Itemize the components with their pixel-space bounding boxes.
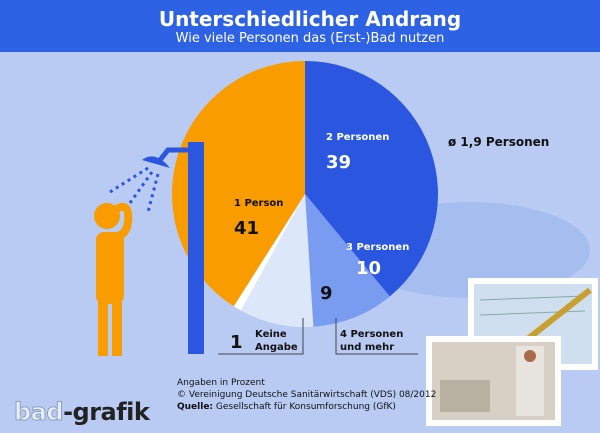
footer-copyright: © Vereinigung Deutsche Sanitärwirtschaft… <box>177 390 437 400</box>
footer-source: Quelle: Gesellschaft für Konsumforschung… <box>177 402 396 412</box>
leader-keine-angabe <box>218 318 304 355</box>
chart-subtitle: Wie viele Personen das (Erst-)Bad nutzen <box>175 31 445 46</box>
slice-label-4-personen: 4 Personen und mehr <box>340 329 404 353</box>
bad-grafik-logo: bad-grafik <box>13 398 150 427</box>
average-annotation: ø 1,9 Personen <box>448 135 550 149</box>
slice-value-keine-angabe: 1 <box>230 332 243 353</box>
pie-slice-4-personen-und-mehr <box>240 194 314 327</box>
slice-label-1-person: 1 Person <box>234 198 284 209</box>
shower-person-icon <box>94 142 204 356</box>
leader-4-personen <box>335 318 418 355</box>
slice-value-3-personen: 10 <box>356 258 382 279</box>
footer-unit: Angaben in Prozent <box>177 378 265 388</box>
pie-slice-2-personen <box>305 61 439 297</box>
pie-slice-1-person <box>171 60 305 307</box>
pie-slice-keine-angabe <box>233 194 305 311</box>
slice-label-keine-angabe: Keine Angabe <box>255 329 298 353</box>
logo-part1: bad <box>13 398 64 427</box>
header: Unterschiedlicher Andrang Wie viele Pers… <box>0 0 600 52</box>
source-text: Gesellschaft für Konsumforschung (GfK) <box>215 402 396 412</box>
photo-bathroom <box>426 336 561 426</box>
source-label: Quelle: <box>177 402 214 412</box>
slice-label-3-personen: 3 Personen <box>346 242 410 253</box>
pie-slice-3-personen <box>305 194 390 327</box>
chart-title: Unterschiedlicher Andrang <box>158 7 462 31</box>
slice-value-1-person: 41 <box>234 218 260 239</box>
slice-value-2-personen: 39 <box>326 152 352 173</box>
slice-label-2-personen: 2 Personen <box>326 132 390 143</box>
logo-part2: -grafik <box>63 398 150 426</box>
slice-value-4-personen: 9 <box>320 283 333 304</box>
